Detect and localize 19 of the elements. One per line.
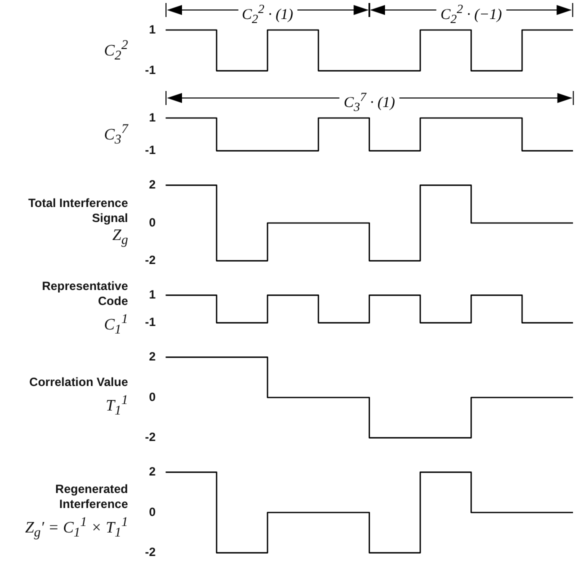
y-tick-label: -1 (145, 143, 156, 158)
y-tick-label: 0 (148, 215, 156, 230)
y-tick-label: -1 (145, 315, 156, 330)
text: C$_{2}$$^{2}$ · (−1) (436, 1, 506, 27)
y-tick-label: 1 (148, 288, 156, 302)
y-tick-label: 0 (148, 390, 156, 404)
y-tick-label: -2 (145, 545, 156, 560)
y-tick-label: 1 (148, 22, 156, 36)
y-tick-label: 2 (148, 178, 156, 192)
text: C$_{3}$$^{7}$ · (1) (340, 89, 399, 115)
y-tick-label: -2 (145, 253, 156, 268)
y-axis-title: Total Interference Signal Z$_{g}$ (27, 196, 128, 250)
y-tick-label: 2 (148, 464, 156, 479)
text: C$_{2}$$^{2}$ · (1) (238, 1, 298, 27)
y-tick-label: 0 (148, 504, 156, 519)
y-tick-label: 2 (148, 350, 156, 364)
y-tick-label: -1 (145, 63, 156, 78)
y-tick-label: -2 (145, 430, 156, 444)
y-tick-label: 1 (148, 110, 156, 124)
